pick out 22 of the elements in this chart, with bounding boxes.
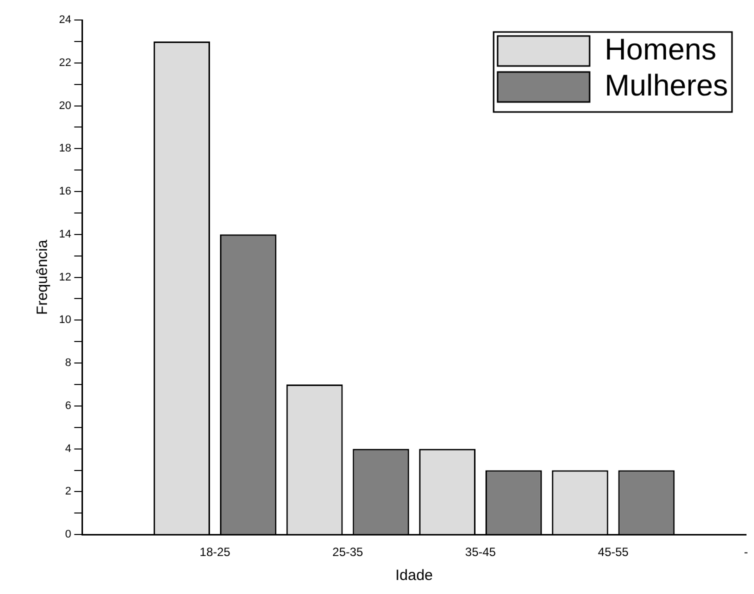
y-tick-label: 4 xyxy=(65,442,72,455)
y-tick-label: 20 xyxy=(58,100,72,112)
x-axis-title: Idade xyxy=(395,567,433,584)
x-tick-label: 35-45 xyxy=(465,545,496,560)
y-tick-label: 12 xyxy=(58,271,72,284)
y-tick-label: 10 xyxy=(58,314,72,326)
y-tick-label: 2 xyxy=(65,486,72,498)
y-tick-label: 14 xyxy=(58,228,72,240)
y-tick-label: 18 xyxy=(58,142,72,155)
x-tick-label: 45-55 xyxy=(598,545,629,560)
y-tick-label: 0 xyxy=(65,528,72,541)
y-tick-label: 16 xyxy=(58,186,72,198)
x-tick-label: 25-35 xyxy=(332,545,364,560)
x-tick-label: - xyxy=(744,545,748,560)
x-tick-label: 18-25 xyxy=(200,545,231,560)
y-axis-title: Frequência xyxy=(34,239,52,315)
legend-label: Mulheres xyxy=(604,69,728,102)
y-tick-label: 24 xyxy=(58,14,72,26)
legend-label: Homens xyxy=(604,33,716,66)
y-tick-label: 22 xyxy=(58,56,72,69)
y-tick-label: 6 xyxy=(65,400,72,412)
y-tick-label: 8 xyxy=(65,357,72,370)
